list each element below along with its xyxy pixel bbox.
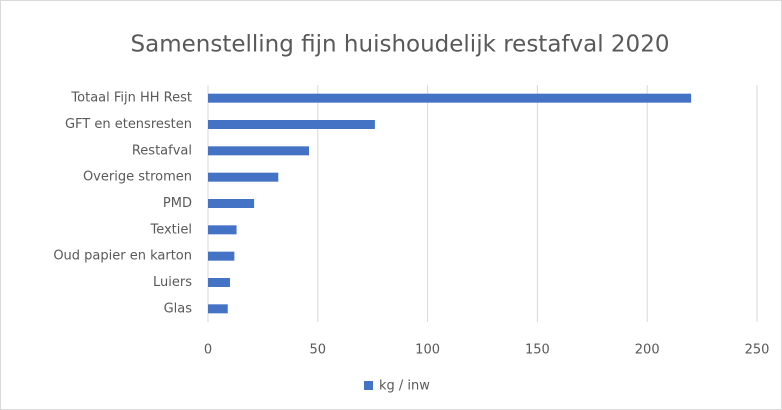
x-tick-label: 250	[745, 343, 770, 358]
x-tick-label: 200	[635, 343, 660, 358]
y-tick-label: PMD	[163, 196, 192, 211]
bar	[208, 304, 228, 314]
y-tick-label: Glas	[164, 301, 193, 316]
x-tick-label: 150	[525, 343, 550, 358]
bar	[208, 199, 255, 208]
y-tick-label: Overige stromen	[83, 170, 192, 185]
y-tick-label: Oud papier en karton	[53, 249, 192, 264]
bar	[208, 120, 375, 129]
legend-swatch	[364, 381, 373, 390]
y-tick-label: Restafval	[132, 143, 192, 158]
bar	[208, 93, 692, 103]
chart-title: Samenstelling fijn huishoudelijk restafv…	[131, 32, 670, 58]
y-tick-label: Totaal Fijn HH Rest	[70, 91, 192, 106]
bar	[208, 146, 310, 156]
bar	[208, 251, 235, 261]
bar	[208, 278, 230, 287]
x-tick-label: 0	[204, 343, 212, 358]
x-tick-label: 100	[415, 343, 440, 358]
y-tick-label: Luiers	[153, 275, 192, 290]
x-tick-label: 50	[310, 343, 327, 358]
bar	[208, 225, 237, 235]
bar	[208, 172, 279, 182]
y-tick-label: GFT en etensresten	[65, 117, 192, 132]
y-tick-label: Textiel	[149, 222, 192, 237]
legend-label: kg / inw	[379, 379, 430, 394]
